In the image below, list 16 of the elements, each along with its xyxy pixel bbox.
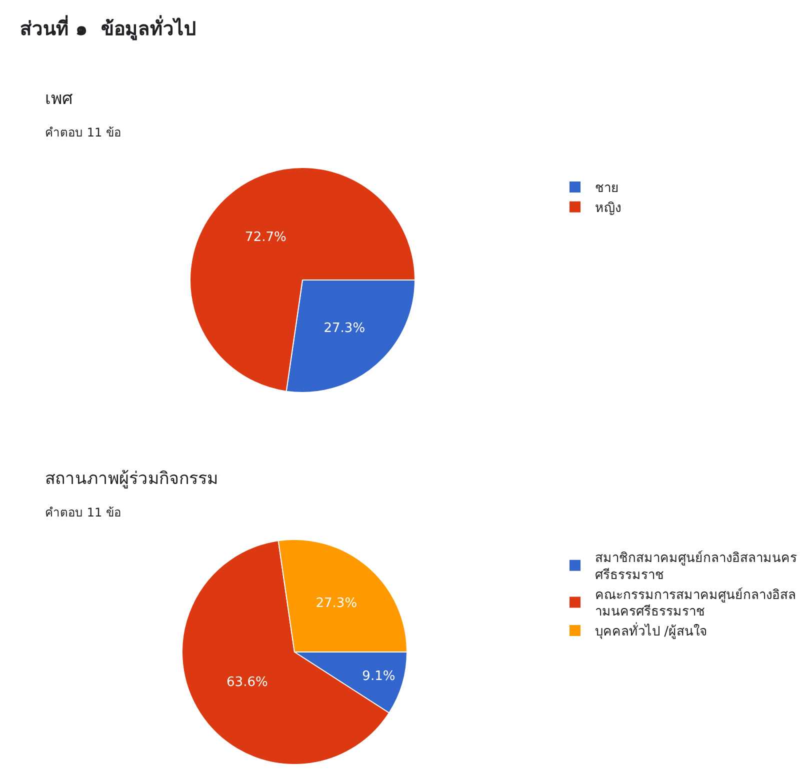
legend-label: คณะกรรมการสมาคมศูนย์กลางอิสลามนครศรีธรรมราช	[595, 586, 796, 620]
chart-title: สถานภาพผู้ร่วมกิจกรรม	[45, 468, 218, 489]
legend-label: บุคคลทั่วไป /ผู้สนใจ	[595, 622, 708, 640]
legend-label: สมาชิกสมาคมศูนย์กลางอิสลามนครศรีธรรมราช	[595, 550, 797, 583]
text: คำตอบ 11 ข้อ	[45, 126, 121, 140]
text: ส่วนที่ ๑ ข้อมูลทั่วไป	[20, 15, 196, 41]
chart-title: เพศ	[45, 88, 73, 109]
data-label: 27.3%	[324, 320, 366, 336]
data-label: 72.7%	[245, 230, 286, 245]
data-label: 63.6%	[226, 674, 268, 690]
text: คำตอบ 11 ข้อ	[45, 506, 121, 520]
legend-label: ชาย	[595, 181, 619, 196]
data-label: 27.3%	[316, 596, 358, 612]
data-label: 9.1%	[362, 669, 396, 684]
legend-label: หญิง	[595, 200, 621, 216]
pie-slice	[190, 167, 416, 392]
